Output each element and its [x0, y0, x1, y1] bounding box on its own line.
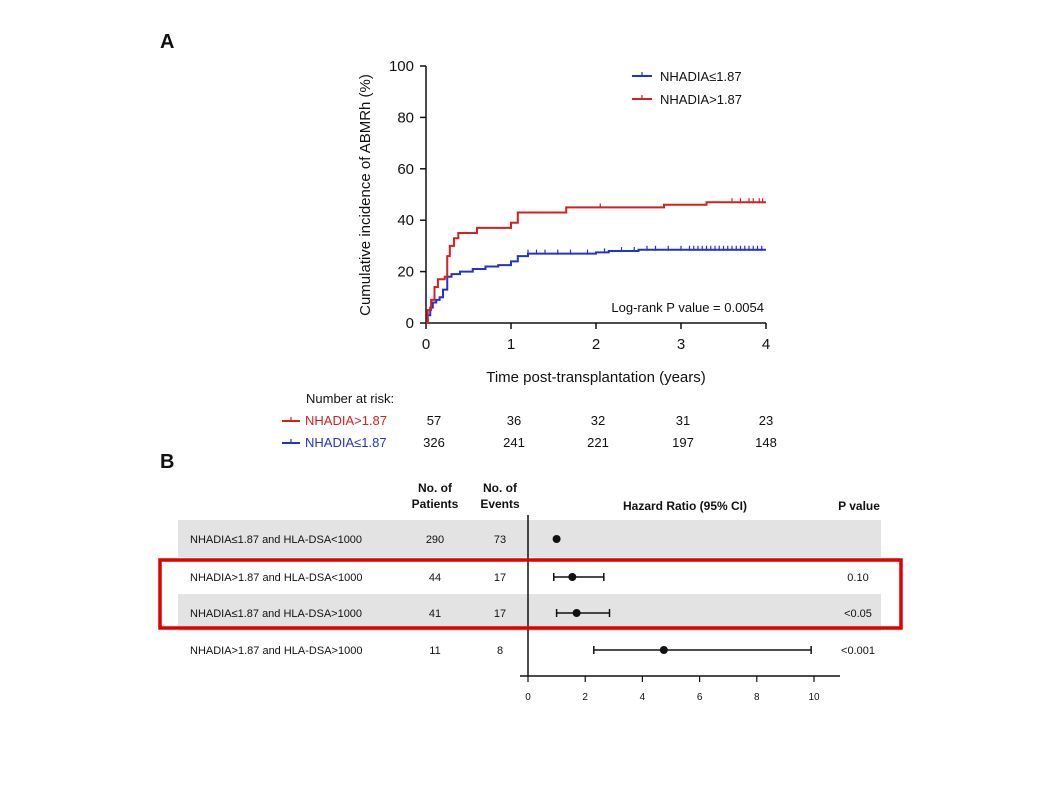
risk-value: 197: [672, 435, 694, 450]
risk-value: 36: [507, 413, 521, 428]
hr-point: [659, 646, 668, 654]
x-tick-label: 1: [507, 336, 515, 353]
forest-tick-label: 8: [754, 692, 760, 703]
legend-label: NHADIA>1.87: [660, 92, 742, 107]
row-patients: 290: [426, 534, 444, 546]
panel-a-label: A: [160, 31, 174, 53]
x-axis-label: Time post-transplantation (years): [486, 369, 706, 386]
panel-b-label: B: [160, 451, 174, 473]
x-tick-label: 2: [592, 336, 600, 353]
risk-value: 326: [423, 435, 445, 450]
legend: NHADIA≤1.87 NHADIA>1.87: [632, 69, 742, 107]
y-tick-label: 0: [406, 315, 414, 332]
forest-x-axis: 0 2 4 6 8 10: [520, 515, 840, 703]
row-p-value: <0.001: [841, 645, 875, 657]
risk-value: 221: [587, 435, 609, 450]
patients-header-1: No. of: [418, 481, 453, 495]
km-curve-low: [426, 248, 766, 324]
forest-headers: No. of Patients No. of Events Hazard Rat…: [412, 481, 881, 513]
risk-value: 57: [427, 413, 441, 428]
forest-tick-label: 0: [525, 692, 531, 703]
row-events: 17: [494, 608, 506, 620]
row-p-value: <0.05: [844, 608, 872, 620]
hr-point: [572, 609, 581, 617]
row-shade: [178, 520, 881, 557]
x-tick-label: 3: [677, 336, 685, 353]
risk-value: 32: [591, 413, 605, 428]
y-tick-label: 20: [397, 264, 414, 281]
x-tick-label: 0: [422, 336, 430, 353]
row-patients: 44: [429, 572, 441, 584]
number-at-risk-table: Number at risk: NHADIA>1.87 57 36 32 31 23 NHA…: [282, 391, 777, 450]
highlight-box: [158, 558, 903, 630]
forest-tick-label: 2: [582, 692, 588, 703]
forest-tick-label: 4: [640, 692, 646, 703]
row-patients: 41: [429, 608, 441, 620]
row-label: NHADIA≤1.87 and HLA-DSA>1000: [190, 608, 362, 620]
row-label: NHADIA>1.87 and HLA-DSA>1000: [190, 645, 362, 657]
row-events: 17: [494, 572, 506, 584]
hr-point: [568, 573, 577, 581]
hr-header: Hazard Ratio (95% CI): [623, 499, 747, 513]
x-tick-label: 4: [762, 336, 770, 353]
events-header-2: Events: [480, 497, 520, 511]
row-events: 8: [497, 645, 503, 657]
legend-label: NHADIA≤1.87: [660, 69, 742, 84]
log-rank-annotation: Log-rank P value = 0.0054: [611, 300, 764, 315]
risk-row-label: NHADIA>1.87: [305, 413, 387, 428]
forest-tick-label: 6: [697, 692, 703, 703]
risk-value: 241: [503, 435, 525, 450]
forest-tick-label: 10: [808, 692, 820, 703]
risk-title: Number at risk:: [306, 391, 394, 406]
events-header-1: No. of: [483, 481, 518, 495]
row-p-value: 0.10: [847, 572, 868, 584]
row-patients: 11: [429, 645, 440, 657]
p-value-header: P value: [838, 499, 880, 513]
row-label: NHADIA>1.87 and HLA-DSA<1000: [190, 572, 362, 584]
forest-plot: NHADIA≤1.87 and HLA-DSA<1000 290 73 NHADIA>…: [178, 520, 881, 657]
row-label: NHADIA≤1.87 and HLA-DSA<1000: [190, 534, 362, 546]
row-shade: [178, 594, 881, 631]
risk-row-label: NHADIA≤1.87: [305, 435, 387, 450]
patients-header-2: Patients: [412, 497, 459, 511]
y-tick-label: 80: [397, 109, 414, 126]
risk-value: 31: [676, 413, 690, 428]
y-axis-label: Cumulative incidence of ABMRh (%): [357, 74, 374, 316]
hr-point: [552, 535, 561, 543]
y-tick-label: 40: [397, 212, 414, 229]
risk-value: 23: [759, 413, 773, 428]
y-tick-label: 100: [389, 58, 414, 75]
y-tick-label: 60: [397, 161, 414, 178]
risk-value: 148: [755, 435, 777, 450]
km-chart: 0 20 40 60 80 100 0 1 2 3 4 Cumulative incidence …: [357, 58, 770, 386]
row-events: 73: [494, 534, 506, 546]
km-curve-high: [426, 201, 766, 324]
